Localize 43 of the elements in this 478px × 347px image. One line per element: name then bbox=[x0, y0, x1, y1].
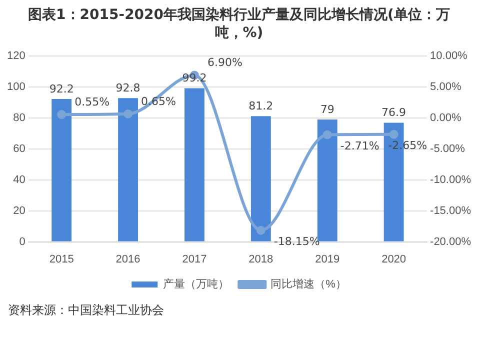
y-tick-label: 40 bbox=[13, 174, 26, 186]
y-tick-label: 100 bbox=[6, 81, 26, 93]
y2-tick-label: -15.00% bbox=[430, 204, 472, 217]
data-label: -18.15% bbox=[274, 235, 320, 248]
data-label: 0.55% bbox=[74, 95, 110, 108]
x-tick-label: 2016 bbox=[116, 253, 140, 266]
y-tick-label: 20 bbox=[13, 204, 26, 217]
point bbox=[124, 109, 133, 118]
point bbox=[389, 130, 398, 139]
data-label: 79 bbox=[320, 102, 334, 116]
bar bbox=[118, 98, 138, 242]
x-tick-label: 2017 bbox=[182, 253, 207, 266]
data-label: 6.90% bbox=[207, 56, 242, 70]
data-label: 76.9 bbox=[382, 106, 406, 120]
y2-tick-label: -20.00% bbox=[430, 236, 472, 248]
y2-tick-label: 5.00% bbox=[430, 81, 462, 93]
data-label: 99.2 bbox=[182, 72, 207, 85]
y-tick-label: 120 bbox=[6, 50, 26, 62]
chart-title: 图表1：2015-2020年我国染料行业产量及同比增长情况(单位：万吨，%) bbox=[27, 6, 451, 42]
point bbox=[256, 226, 266, 235]
y-tick-label: 80 bbox=[13, 112, 26, 124]
x-tick-label: 2015 bbox=[49, 253, 74, 266]
y2-tick-label: -10.00% bbox=[430, 174, 472, 186]
x-tick-label: 2018 bbox=[248, 253, 274, 266]
data-label: 92.2 bbox=[49, 82, 74, 96]
data-label: 81.2 bbox=[248, 99, 274, 112]
legend-label: 同比增速（%） bbox=[270, 278, 346, 291]
y2-tick-label: -5.00% bbox=[430, 142, 466, 155]
y-tick-label: 0 bbox=[19, 236, 26, 248]
text: 资料来源：中国染料工业协会 bbox=[7, 302, 165, 319]
bar bbox=[250, 116, 271, 242]
data-label: 92.8 bbox=[116, 81, 140, 94]
x-tick-label: 2019 bbox=[315, 253, 340, 266]
point bbox=[322, 130, 332, 140]
bar bbox=[52, 99, 72, 242]
data-label: -2.71% bbox=[340, 140, 380, 153]
y2-tick-label: 0.00% bbox=[430, 112, 462, 124]
bar bbox=[184, 88, 204, 242]
legend-label: 产量（万吨） bbox=[163, 278, 230, 291]
y-tick-label: 60 bbox=[13, 142, 26, 155]
point bbox=[57, 110, 66, 120]
y2-tick-label: 10.00% bbox=[430, 50, 468, 62]
x-tick-label: 2020 bbox=[382, 253, 406, 266]
